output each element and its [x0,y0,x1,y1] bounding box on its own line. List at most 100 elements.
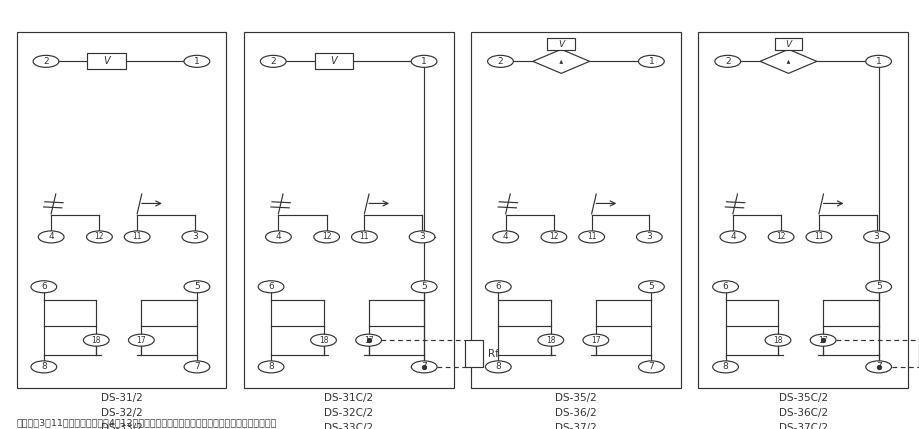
Circle shape [258,361,284,373]
Bar [471,32,680,388]
Text: 7: 7 [194,363,199,372]
Text: 6: 6 [268,282,274,291]
Text: 1: 1 [194,57,199,66]
Circle shape [31,281,57,293]
Circle shape [184,361,210,373]
Circle shape [487,55,513,67]
Text: 11: 11 [359,233,369,242]
Text: DS-31C/2
DS-32C/2
DS-33C/2
DS-34C/2: DS-31C/2 DS-32C/2 DS-33C/2 DS-34C/2 [323,393,373,429]
Text: V: V [785,40,790,48]
Text: 12: 12 [776,233,785,242]
Circle shape [351,231,377,243]
Text: 7: 7 [648,363,653,372]
Circle shape [129,334,154,346]
Circle shape [638,361,664,373]
Text: 8: 8 [41,363,47,372]
Text: 18: 18 [91,335,101,344]
Circle shape [805,231,831,243]
Circle shape [313,231,339,243]
Text: Rf: Rf [487,348,498,359]
Text: 2: 2 [43,57,49,66]
Circle shape [636,231,662,243]
Circle shape [266,231,291,243]
Text: 17: 17 [817,335,827,344]
Circle shape [411,361,437,373]
Text: DS-31/2
DS-32/2
DS-33/2
DS-34/2: DS-31/2 DS-32/2 DS-33/2 DS-34/2 [100,393,142,429]
Circle shape [578,231,604,243]
Bar [244,32,453,388]
Text: 17: 17 [136,335,146,344]
Circle shape [810,334,835,346]
Text: 1: 1 [421,57,426,66]
Text: 12: 12 [322,233,331,242]
Circle shape [184,281,210,293]
Circle shape [411,281,437,293]
Circle shape [865,361,891,373]
Circle shape [39,231,64,243]
Text: 6: 6 [722,282,728,291]
Circle shape [493,231,518,243]
Circle shape [260,55,286,67]
Text: 2: 2 [497,57,503,66]
Text: 3: 3 [873,233,879,242]
Text: 17: 17 [590,335,600,344]
Circle shape [356,334,381,346]
Circle shape [538,334,563,346]
Circle shape [638,281,664,293]
Text: 8: 8 [268,363,274,372]
Bar [17,32,226,388]
Text: 5: 5 [875,282,880,291]
Bar [314,53,353,69]
Text: 12: 12 [95,233,104,242]
Text: 注：端子3、11為滑動觸點，端子4、12為終止觸點；不帶滑動觸點的繼電器。其內部接線同上。: 注：端子3、11為滑動觸點，端子4、12為終止觸點；不帶滑動觸點的繼電器。其內部… [17,418,277,427]
Circle shape [258,281,284,293]
Text: 11: 11 [586,233,596,242]
Text: DS-35C/2
DS-36C/2
DS-37C/2
DS-38C/2: DS-35C/2 DS-36C/2 DS-37C/2 DS-38C/2 [777,393,827,429]
Text: 6: 6 [41,282,47,291]
Text: 3: 3 [419,233,425,242]
Text: 4: 4 [276,233,281,242]
Text: 3: 3 [192,233,198,242]
Circle shape [485,281,511,293]
Circle shape [714,55,740,67]
Bar [698,32,907,388]
Text: 18: 18 [772,335,782,344]
Circle shape [184,55,210,67]
Bar [547,38,574,50]
Text: 4: 4 [730,233,735,242]
Polygon shape [532,49,589,73]
Text: 1: 1 [875,57,880,66]
Circle shape [31,361,57,373]
Circle shape [583,334,608,346]
Text: 1: 1 [648,57,653,66]
Text: V: V [330,56,337,66]
Text: 2: 2 [724,57,730,66]
Text: 4: 4 [503,233,508,242]
Text: 8: 8 [495,363,501,372]
Text: V: V [103,56,110,66]
Circle shape [86,231,112,243]
Circle shape [411,55,437,67]
Text: 18: 18 [318,335,328,344]
Circle shape [865,281,891,293]
Circle shape [863,231,889,243]
Text: 4: 4 [49,233,54,242]
Text: 7: 7 [875,363,880,372]
Text: V: V [558,40,563,48]
Circle shape [712,361,738,373]
Circle shape [33,55,59,67]
Polygon shape [759,49,816,73]
Circle shape [124,231,150,243]
Circle shape [182,231,208,243]
Circle shape [540,231,566,243]
Circle shape [865,55,891,67]
Circle shape [765,334,790,346]
Bar [464,340,482,367]
Text: 3: 3 [646,233,652,242]
Bar [87,53,126,69]
Text: DS-35/2
DS-36/2
DS-37/2
DS-38/2: DS-35/2 DS-36/2 DS-37/2 DS-38/2 [554,393,596,429]
Text: 11: 11 [132,233,142,242]
Text: 8: 8 [722,363,728,372]
Text: 5: 5 [421,282,426,291]
Circle shape [311,334,336,346]
